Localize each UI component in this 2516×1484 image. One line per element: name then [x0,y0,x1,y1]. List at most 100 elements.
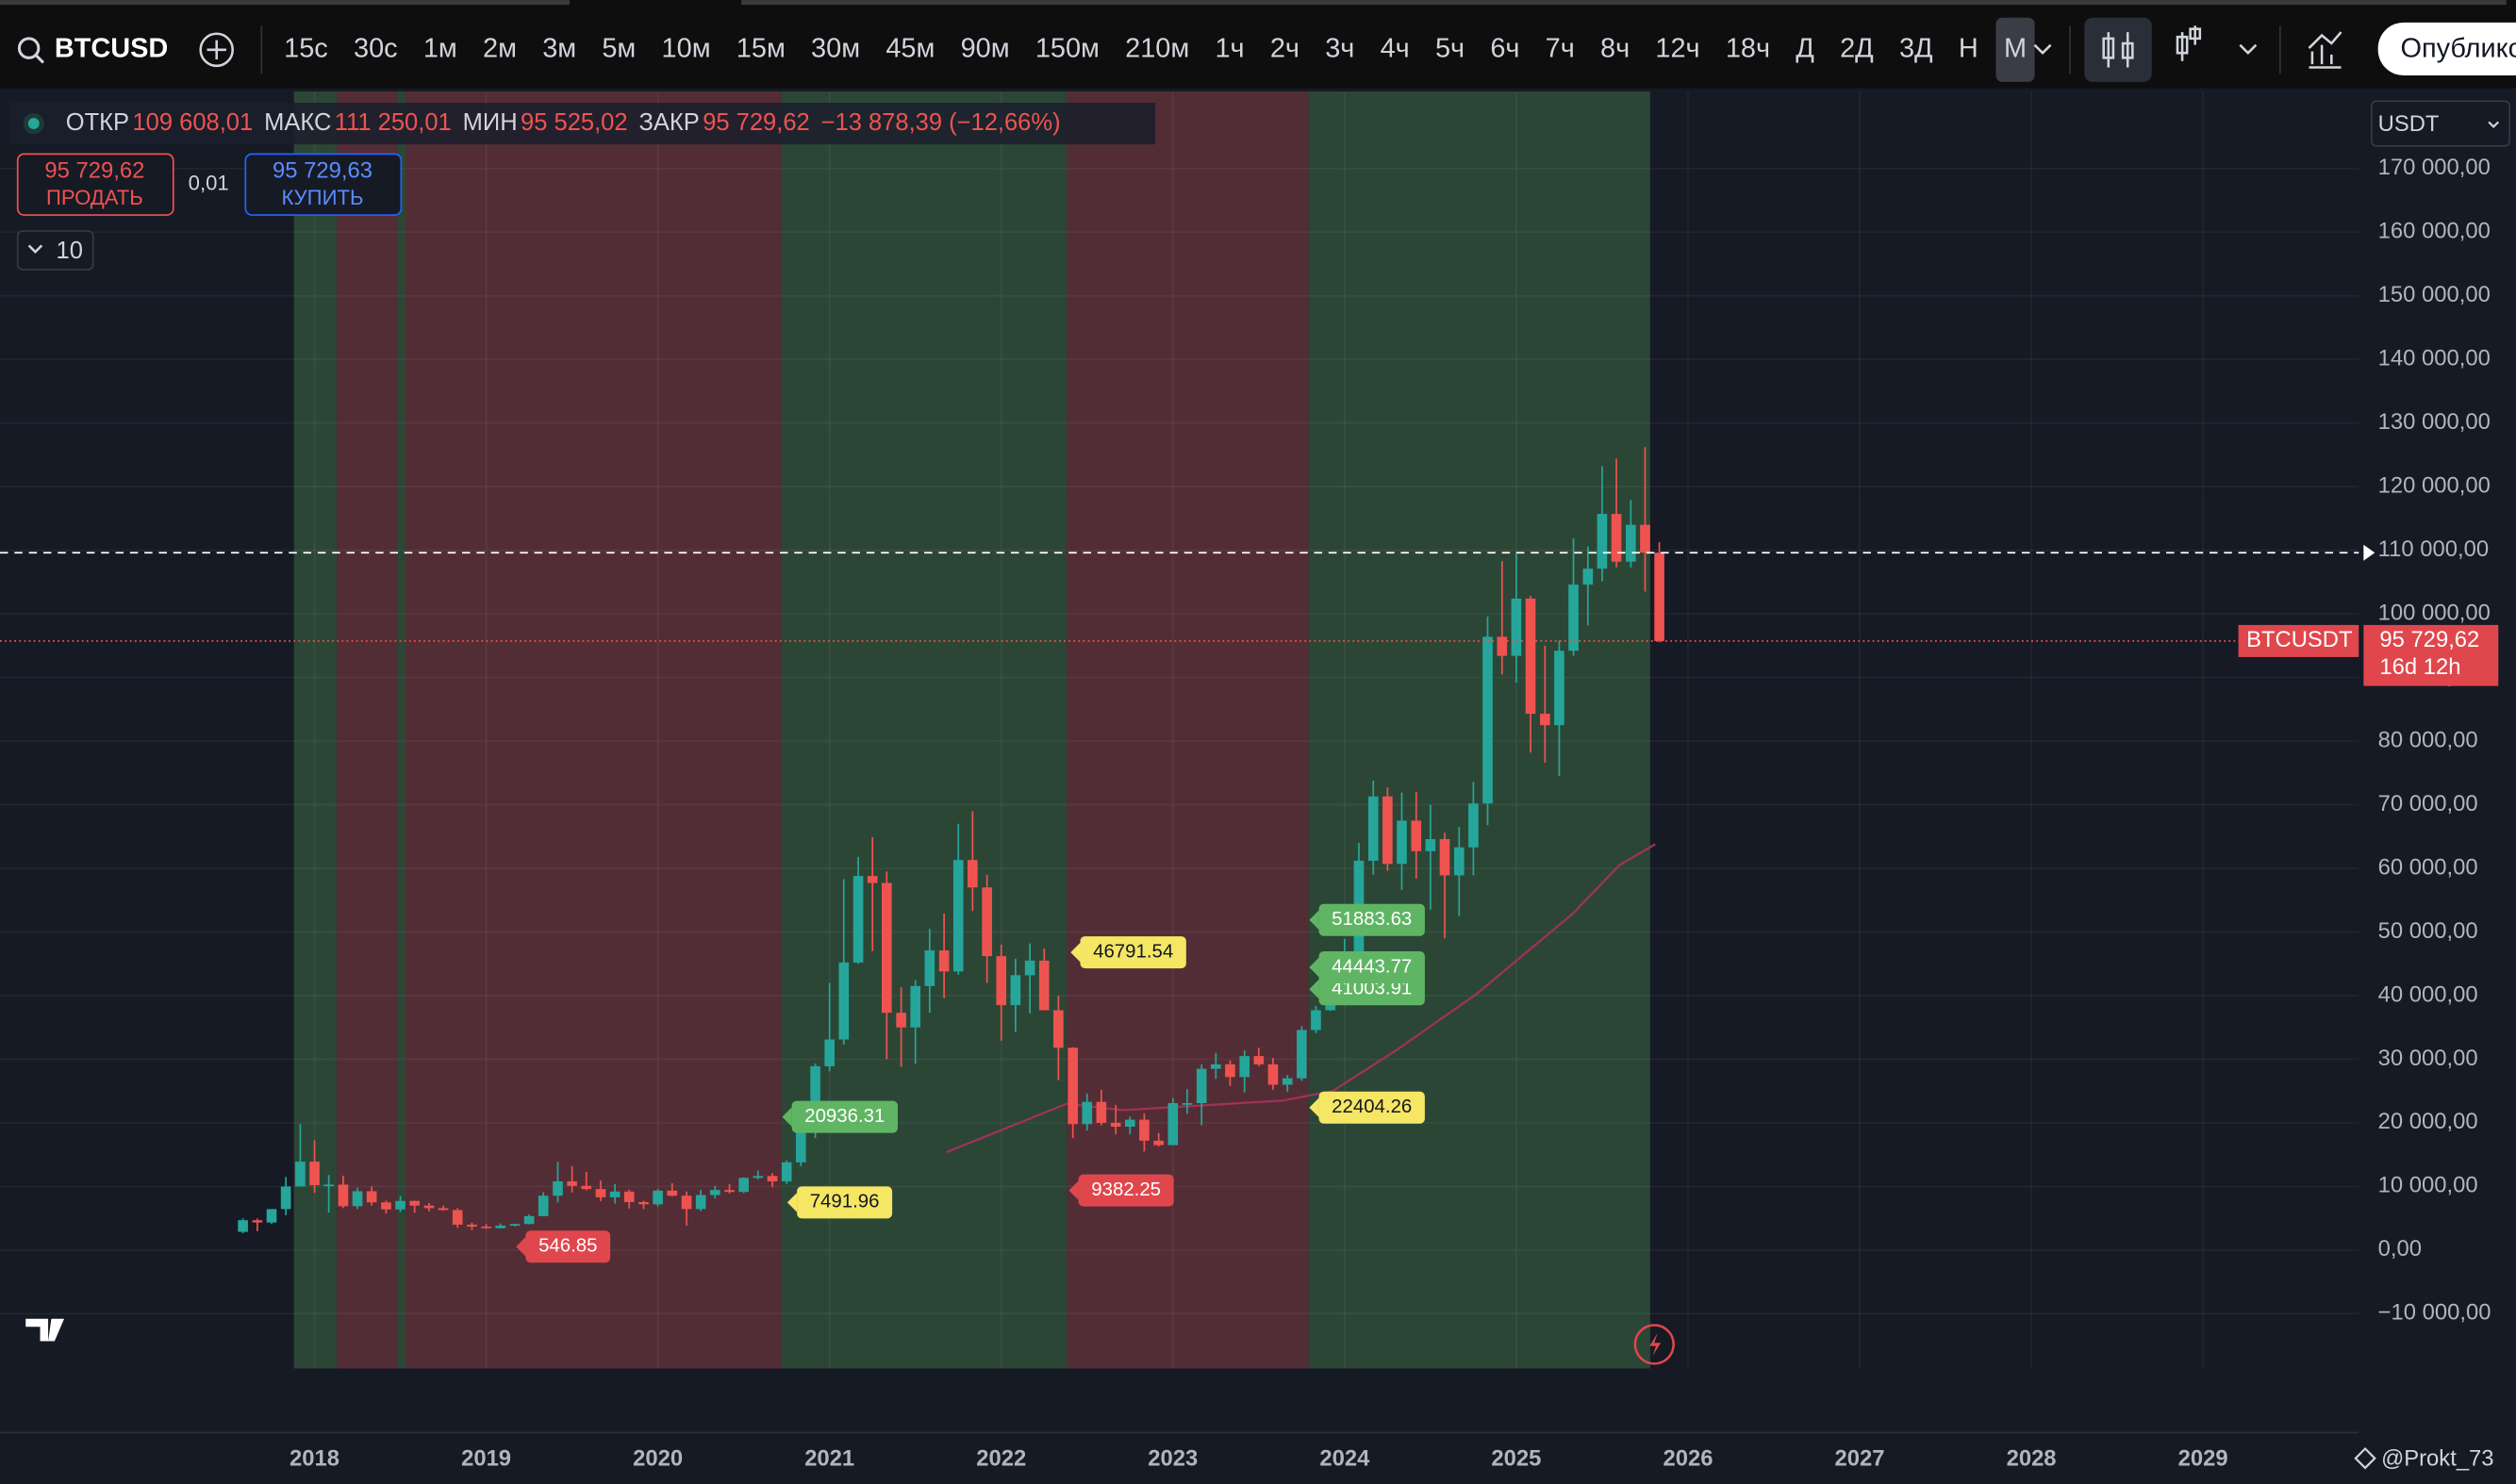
legend-change: −13 878,39 (−12,66%) [821,109,1061,136]
y-tick-label: 170 000,00 [2378,155,2491,180]
candle-body [467,1224,477,1227]
candle-body [1425,838,1436,851]
sell-button[interactable] [16,153,174,216]
y-tick-label: 100 000,00 [2378,600,2491,625]
candle-body [1525,598,1536,715]
search-icon [34,53,45,64]
candle-body [1411,820,1422,851]
candle-body [323,1184,334,1187]
interval[interactable]: 3м [542,33,576,63]
indicators-toggle[interactable] [16,230,94,271]
interval[interactable]: 45м [886,33,935,63]
candle-body [838,962,850,1040]
interval[interactable]: 3ч [1325,33,1354,63]
interval[interactable]: 2м [483,33,517,63]
x-tick-label: 2027 [1835,1446,1885,1472]
chart-style-button[interactable] [2084,17,2152,82]
interval[interactable]: М [2004,33,2027,63]
interval[interactable]: 30с [354,33,398,63]
annotation-bg [791,1100,898,1133]
x-tick-label: 2023 [1148,1446,1198,1472]
candle-body [996,956,1007,1006]
interval[interactable]: 150м [1035,33,1100,63]
interval[interactable]: 210м [1125,33,1189,63]
x-tick-label: 2021 [804,1446,854,1472]
currency-select[interactable] [2371,100,2511,147]
candles-icon [2102,32,2134,68]
candle-body [395,1200,406,1210]
interval[interactable]: 18ч [1726,33,1770,63]
candle-body [567,1181,577,1186]
candle-body [595,1189,606,1197]
legend-label: МИН [463,109,518,136]
alert-icon[interactable] [1633,1324,1675,1365]
candle-body [481,1226,491,1228]
tab-strip [741,0,2507,6]
legend-label: ЗАКР [638,109,699,136]
annotation-bg [1318,950,1425,984]
legend-value: 95 729,62 [703,109,810,136]
interval[interactable]: 30м [811,33,860,63]
bars-icon[interactable] [2176,25,2202,61]
candle-body [867,876,878,883]
search-icon[interactable] [17,37,41,59]
candle-body [681,1195,692,1210]
interval[interactable]: 2ч [1270,33,1299,63]
candle-body [438,1208,449,1211]
tab-strip [0,0,571,6]
symbol[interactable]: BTCUSD [55,33,168,63]
interval-dropdown[interactable] [2033,43,2052,55]
buy-label[interactable]: КУПИТЬ [282,186,364,209]
candle-body [852,876,864,963]
candle-body [695,1195,706,1210]
interval[interactable]: 90м [961,33,1010,63]
interval[interactable]: 15м [737,33,786,63]
publish-label[interactable]: Опублико [2400,33,2516,63]
chevron [2488,121,2500,129]
candle-body [1382,796,1393,865]
style-dropdown[interactable] [2239,43,2258,55]
buy-button[interactable] [244,153,403,216]
publish-button[interactable] [2377,22,2516,76]
add-symbol[interactable] [199,32,234,68]
interval[interactable]: Н [1959,33,1978,63]
interval[interactable]: 1ч [1215,33,1244,63]
interval[interactable]: Д [1796,33,1814,63]
interval[interactable]: 8ч [1600,33,1630,63]
interval[interactable]: 4ч [1381,33,1410,63]
interval[interactable]: 15с [284,33,328,63]
interval[interactable]: 7ч [1546,33,1575,63]
sell-price[interactable]: 95 729,62 [44,157,144,183]
quantity[interactable]: 0,01 [189,172,229,195]
interval[interactable]: 1м [423,33,457,63]
price-tag-bg [2363,624,2499,686]
candle-body [1096,1101,1107,1123]
interval[interactable]: 6ч [1490,33,1519,63]
interval[interactable]: 3Д [1899,33,1933,63]
indicators-icon[interactable] [2308,31,2342,69]
annotation-pointer [516,1237,526,1257]
candle-body [1024,960,1035,976]
candle-body [638,1201,649,1205]
interval[interactable]: 5м [602,33,636,63]
candle-body [1439,838,1450,876]
symbol-tag: BTCUSDT [2246,627,2352,652]
interval[interactable]: 5ч [1435,33,1465,63]
x-tick-label: 2026 [1663,1446,1713,1472]
x-tick-label: 2018 [290,1446,339,1472]
interval[interactable]: 10м [662,33,711,63]
candle-body [824,1039,835,1066]
watermark-icon [2354,1446,2376,1470]
price-annotation: 9382.25 [1068,1174,1174,1207]
countdown: 16d 12h [2379,654,2460,680]
annotation-bg [525,1230,611,1263]
currency[interactable]: USDT [2378,111,2440,137]
candle-body [1297,1030,1307,1079]
candle-body [238,1220,248,1232]
interval[interactable]: 12ч [1655,33,1699,63]
sell-label[interactable]: ПРОДАТЬ [46,186,143,209]
symbol-tag-bg [2238,624,2359,657]
buy-price[interactable]: 95 729,63 [273,157,372,183]
indicator-count[interactable]: 10 [57,238,83,264]
interval[interactable]: 2Д [1840,33,1874,63]
